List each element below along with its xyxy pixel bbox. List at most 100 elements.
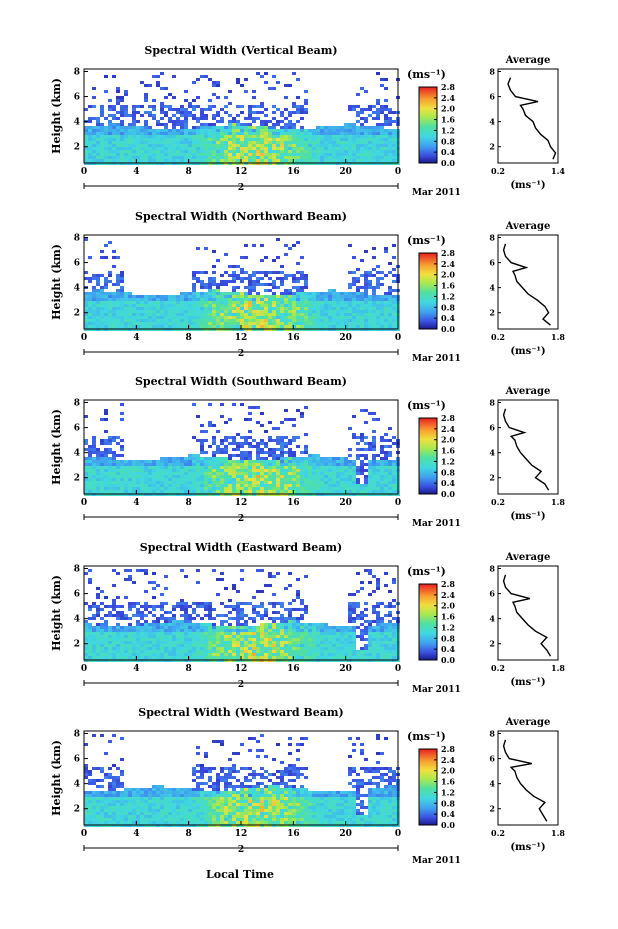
heatmap-cell (140, 313, 144, 316)
heatmap-cell (280, 156, 284, 159)
heatmap-cell (244, 141, 248, 144)
heatmap-cell (180, 129, 184, 132)
heatmap-cell (292, 322, 296, 325)
heatmap-cell (268, 310, 272, 313)
heatmap-cell (292, 135, 296, 138)
heatmap-cell (384, 481, 388, 484)
heatmap-cell (248, 295, 252, 298)
heatmap-cell (292, 280, 296, 283)
heatmap-cell (276, 256, 280, 259)
heatmap-cell (392, 289, 396, 292)
heatmap-cell (256, 322, 260, 325)
heatmap-cell (212, 451, 216, 454)
heatmap-cell (132, 141, 136, 144)
heatmap-cell (272, 635, 276, 638)
heatmap-cell (376, 277, 380, 280)
heatmap-cell (140, 159, 144, 162)
heatmap-cell (260, 650, 264, 653)
heatmap-cell (144, 99, 148, 102)
heatmap-cell (268, 623, 272, 626)
heatmap-cell (104, 292, 108, 295)
heatmap-cell (292, 150, 296, 153)
colorbar-tick-label: 2.8 (441, 413, 455, 423)
heatmap-cell (204, 129, 208, 132)
heatmap-cell (388, 490, 392, 493)
heatmap-cell (220, 325, 224, 328)
heatmap-cell (172, 126, 176, 129)
heatmap-cell (308, 313, 312, 316)
heatmap-cell (372, 454, 376, 457)
heatmap-cell (188, 463, 192, 466)
heatmap-cell (292, 102, 296, 105)
heatmap-cell (344, 316, 348, 319)
heatmap-cell (236, 120, 240, 123)
heatmap-cell (252, 96, 256, 99)
heatmap-cell (120, 469, 124, 472)
heatmap-cell (276, 457, 280, 460)
heatmap-cell (340, 313, 344, 316)
heatmap-cell (216, 487, 220, 490)
heatmap-cell (328, 301, 332, 304)
heatmap-cell (232, 298, 236, 301)
heatmap-cell (384, 460, 388, 463)
heatmap-cell (320, 457, 324, 460)
heatmap-cell (280, 325, 284, 328)
heatmap-cell (372, 325, 376, 328)
heatmap-cell (372, 150, 376, 153)
heatmap-cell (120, 132, 124, 135)
heatmap-cell (220, 141, 224, 144)
heatmap-cell (108, 156, 112, 159)
heatmap-cell (352, 319, 356, 322)
heatmap-cell (160, 310, 164, 313)
heatmap-cell (324, 126, 328, 129)
heatmap-cell (272, 653, 276, 656)
heatmap-cell (300, 289, 304, 292)
heatmap-cell (340, 126, 344, 129)
x-tick-label: 12 (235, 333, 248, 343)
heatmap-cell (144, 608, 148, 611)
heatmap-cell (312, 129, 316, 132)
heatmap-cell (276, 454, 280, 457)
heatmap-cell (112, 638, 116, 641)
heatmap-cell (256, 644, 260, 647)
heatmap-cell (324, 457, 328, 460)
heatmap-cell (188, 138, 192, 141)
heatmap-cell (204, 478, 208, 481)
heatmap-cell (372, 268, 376, 271)
heatmap-cell (152, 641, 156, 644)
heatmap-cell (376, 298, 380, 301)
heatmap-cell (208, 403, 212, 406)
heatmap-cell (144, 650, 148, 653)
heatmap-cell (216, 289, 220, 292)
heatmap-cell (100, 490, 104, 493)
heatmap-cell (116, 481, 120, 484)
heatmap-cell (360, 472, 364, 475)
heatmap-cell (260, 617, 264, 620)
heatmap-cell (276, 238, 280, 241)
heatmap-cell (124, 159, 128, 162)
heatmap-cell (292, 144, 296, 147)
heatmap-cell (244, 442, 248, 445)
heatmap-cell (188, 298, 192, 301)
heatmap-cell (360, 286, 364, 289)
heatmap-cell (156, 156, 160, 159)
heatmap-cell (204, 439, 208, 442)
average-y-tick-label: 4 (489, 117, 495, 127)
heatmap-cell (204, 108, 208, 111)
heatmap-cell (96, 448, 100, 451)
heatmap-cell (156, 484, 160, 487)
heatmap-cell (260, 307, 264, 310)
heatmap-cell (276, 298, 280, 301)
heatmap-cell (140, 460, 144, 463)
heatmap-cell (116, 123, 120, 126)
y-tick-label: 6 (74, 259, 80, 269)
heatmap-cell (196, 132, 200, 135)
heatmap-cell (188, 620, 192, 623)
heatmap-cell (176, 650, 180, 653)
heatmap-cell (196, 141, 200, 144)
heatmap-cell (148, 481, 152, 484)
heatmap-cell (120, 292, 124, 295)
heatmap-cell (140, 138, 144, 141)
heatmap-cell (152, 629, 156, 632)
heatmap-cell (112, 454, 116, 457)
